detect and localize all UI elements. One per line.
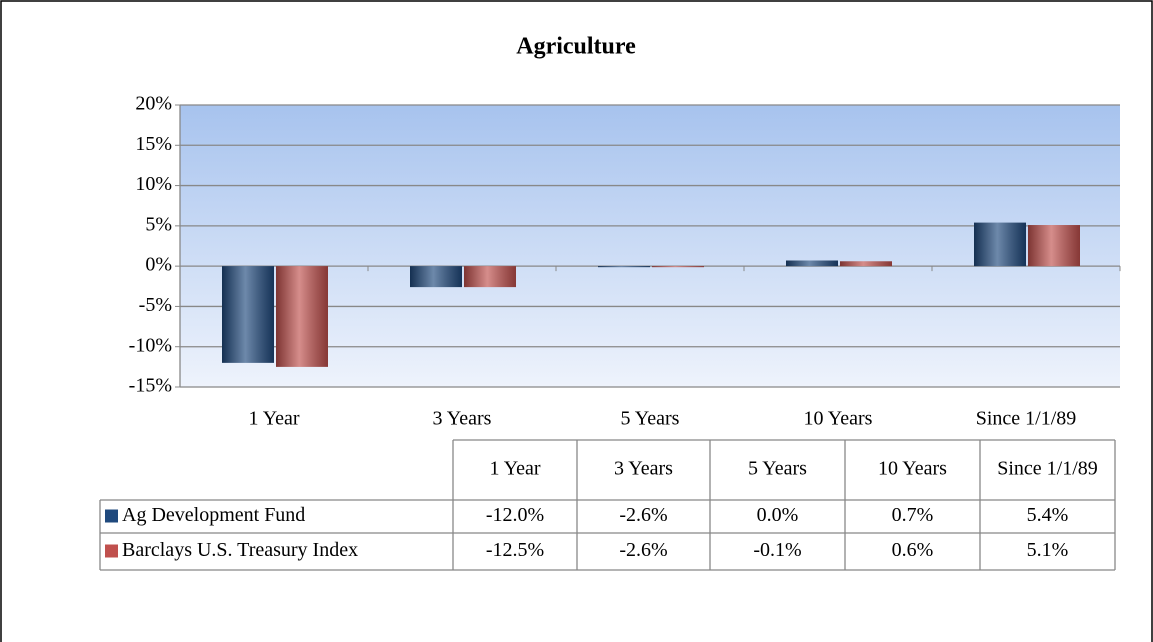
legend-label: Barclays U.S. Treasury Index — [122, 539, 358, 561]
plot-area — [180, 105, 1120, 387]
table-value: -0.1% — [753, 539, 801, 561]
y-tick-label: 15% — [135, 133, 172, 155]
bar-shine — [652, 266, 704, 268]
y-tick-label: 0% — [145, 254, 172, 276]
table-header: Since 1/1/89 — [997, 458, 1098, 480]
y-tick-label: -5% — [139, 294, 172, 316]
x-tick-label: 10 Years — [804, 408, 873, 430]
table-header: 3 Years — [614, 458, 673, 480]
table-header: 10 Years — [878, 458, 947, 480]
table-value: 0.6% — [892, 539, 934, 561]
bar-shine — [786, 260, 838, 267]
bar-shine — [974, 222, 1026, 267]
y-tick-label: 20% — [135, 93, 172, 115]
y-tick-label: 5% — [145, 213, 172, 235]
bar-shine — [840, 261, 892, 267]
x-tick-label: 3 Years — [433, 408, 492, 430]
legend-swatch — [105, 509, 118, 523]
table-header: 5 Years — [748, 458, 807, 480]
legend-swatch — [105, 544, 118, 558]
bar-shine — [222, 266, 274, 363]
table-header: 1 Year — [489, 458, 540, 480]
x-tick-label: 5 Years — [621, 408, 680, 430]
table-value: 0.7% — [892, 504, 934, 526]
chart-title: Agriculture — [516, 34, 636, 60]
table-value: 0.0% — [757, 504, 799, 526]
bar-shine — [1028, 225, 1080, 267]
y-tick-label: -10% — [129, 334, 172, 356]
table-value: -2.6% — [619, 504, 667, 526]
table-value: 5.4% — [1027, 504, 1069, 526]
table-value: 5.1% — [1027, 539, 1069, 561]
table-value: -12.5% — [486, 539, 544, 561]
bar-shine — [410, 266, 462, 288]
bar-shine — [464, 266, 516, 288]
x-tick-label: Since 1/1/89 — [976, 408, 1077, 430]
legend-label: Ag Development Fund — [122, 504, 305, 526]
x-tick-label: 1 Year — [248, 408, 299, 430]
table-value: -12.0% — [486, 504, 544, 526]
table-value: -2.6% — [619, 539, 667, 561]
y-tick-label: 10% — [135, 173, 172, 195]
bar-shine — [598, 266, 650, 268]
bar-shine — [276, 266, 328, 367]
y-tick-label: -15% — [129, 375, 172, 397]
